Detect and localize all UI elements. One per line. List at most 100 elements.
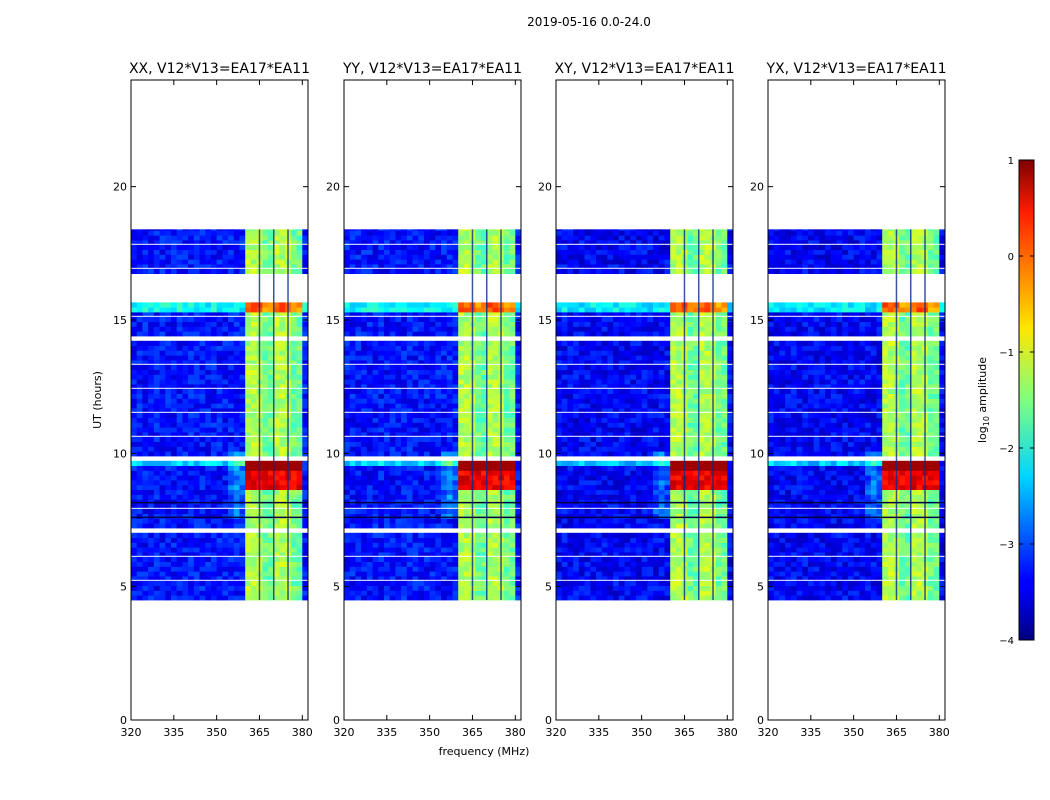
heatmap-cell — [578, 542, 585, 548]
heatmap-cell — [296, 331, 303, 337]
heatmap-cell — [452, 576, 459, 580]
heatmap-cell — [378, 547, 385, 553]
heatmap-cell — [165, 446, 172, 452]
heatmap-cell — [170, 384, 178, 388]
heatmap-cell — [239, 331, 246, 337]
heatmap-cell — [595, 494, 603, 500]
heatmap-cell — [509, 412, 516, 418]
heatmap-cell — [383, 513, 391, 519]
heatmap-cell — [159, 537, 166, 543]
heatmap-cell — [205, 561, 212, 567]
heatmap-cell — [406, 542, 413, 548]
heatmap-cell — [372, 499, 379, 505]
heatmap-cell — [170, 316, 178, 322]
heatmap-cell — [228, 547, 235, 553]
heatmap-cell — [383, 264, 391, 268]
heatmap-cell — [418, 470, 425, 476]
heatmap-cell — [233, 460, 240, 466]
heatmap-cell — [296, 388, 303, 394]
heatmap-cell — [486, 590, 493, 596]
heatmap-cell — [136, 307, 143, 313]
heatmap-cell — [361, 508, 368, 514]
heatmap-cell — [188, 566, 195, 572]
heatmap-cell — [188, 446, 195, 452]
heatmap-cell — [441, 350, 448, 356]
heatmap-cell — [658, 590, 665, 596]
heatmap-cell — [273, 268, 280, 274]
heatmap-cell — [372, 403, 379, 409]
heatmap-cell — [389, 436, 396, 442]
heatmap-cell — [222, 451, 229, 457]
heatmap-cell — [159, 561, 166, 567]
heatmap-cell — [361, 374, 368, 380]
heatmap-cell — [452, 518, 459, 524]
heatmap-cell — [205, 441, 212, 447]
heatmap-cell — [366, 321, 373, 327]
heatmap-cell — [182, 427, 189, 433]
heatmap-cell — [435, 302, 442, 308]
heatmap-cell — [199, 374, 206, 380]
heatmap-cell — [693, 513, 700, 519]
heatmap-cell — [389, 508, 396, 514]
heatmap-cell — [153, 393, 160, 399]
heatmap-cell — [148, 244, 155, 250]
heatmap-cell — [153, 230, 160, 236]
heatmap-cell — [349, 508, 356, 514]
heatmap-cell — [148, 229, 155, 231]
heatmap-cell — [222, 268, 229, 274]
heatmap-cell — [199, 585, 206, 591]
heatmap-cell — [704, 566, 711, 572]
heatmap-cell — [687, 571, 694, 577]
heatmap-cell — [142, 494, 149, 500]
heatmap-cell — [383, 393, 391, 399]
heatmap-cell — [131, 590, 138, 596]
heatmap-cell — [503, 417, 510, 423]
heatmap-cell — [273, 360, 280, 364]
heatmap-cell — [664, 504, 671, 508]
heatmap-cell — [458, 465, 465, 471]
heatmap-cell — [561, 561, 568, 567]
heatmap-cell — [441, 364, 448, 370]
heatmap-cell — [170, 432, 178, 436]
heatmap-cell — [475, 345, 482, 351]
heatmap-cell — [573, 556, 580, 562]
heatmap-cell — [136, 475, 143, 481]
heatmap-cell — [389, 403, 396, 409]
heatmap-cell — [239, 561, 246, 567]
heatmap-cell — [302, 518, 309, 524]
heatmap-cell — [349, 312, 356, 316]
heatmap-cell — [296, 518, 303, 524]
heatmap-cell — [159, 480, 166, 486]
heatmap-cell — [475, 523, 482, 529]
heatmap-cell — [366, 475, 373, 481]
heatmap-cell — [355, 585, 362, 591]
heatmap-cell — [366, 360, 373, 364]
heatmap-cell — [486, 580, 493, 586]
heatmap-cell — [290, 230, 297, 236]
heatmap-cell — [136, 566, 143, 572]
heatmap-cell — [153, 537, 160, 543]
heatmap-cell — [148, 422, 155, 428]
heatmap-cell — [148, 408, 155, 412]
heatmap-cell — [503, 532, 510, 538]
heatmap-cell — [361, 408, 368, 412]
heatmap-cell — [561, 499, 568, 505]
heatmap-cell — [698, 513, 705, 519]
heatmap-cell — [176, 384, 183, 388]
heatmap-cell — [228, 494, 235, 500]
heatmap-cell — [199, 244, 206, 250]
heatmap-cell — [561, 537, 568, 543]
heatmap-cell — [159, 331, 166, 337]
heatmap-cell — [406, 436, 413, 442]
heatmap-cell — [372, 369, 379, 375]
heatmap-cell — [515, 571, 522, 577]
heatmap-cell — [222, 350, 229, 356]
heatmap-cell — [715, 547, 722, 553]
heatmap-cell — [210, 571, 218, 577]
heatmap-cell — [193, 321, 200, 327]
heatmap-cell — [635, 590, 643, 596]
heatmap-cell — [170, 576, 178, 580]
heatmap-cell — [131, 556, 138, 562]
heatmap-cell — [406, 254, 413, 260]
heatmap-cell — [193, 364, 200, 370]
